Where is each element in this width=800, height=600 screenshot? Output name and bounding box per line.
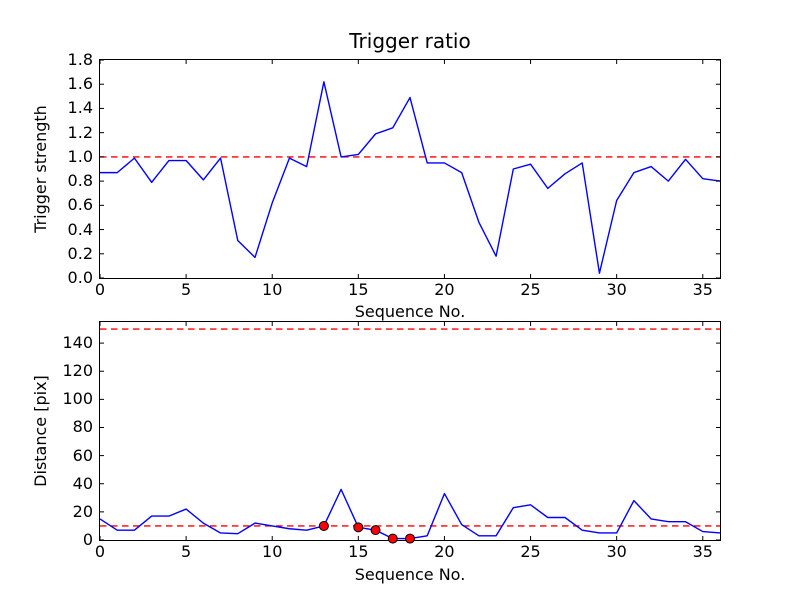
trigger-event-marker xyxy=(353,522,364,533)
x-tick-label: 20 xyxy=(434,280,455,299)
y-tick-label: 0.8 xyxy=(67,171,93,191)
y-tick-label: 0.0 xyxy=(67,268,93,287)
y-tick-label: 1.2 xyxy=(67,122,93,142)
y-tick-label: 80 xyxy=(72,417,93,437)
x-axis-label-top: Sequence No. xyxy=(354,302,466,321)
y-tick-label: 0.6 xyxy=(67,195,93,215)
y-tick-label: 1.8 xyxy=(67,50,93,69)
y-tick-label: 100 xyxy=(62,389,93,409)
x-tick-label: 5 xyxy=(181,542,192,561)
trigger-ratio-plot-area xyxy=(99,59,721,279)
trigger-event-marker xyxy=(318,520,329,531)
x-tick-label: 35 xyxy=(692,280,713,299)
x-tick-label: 25 xyxy=(520,542,541,561)
x-tick-label: 10 xyxy=(262,280,283,299)
trigger-event-marker xyxy=(370,525,381,536)
y-tick-label: 1.0 xyxy=(67,146,93,166)
x-tick-label: 30 xyxy=(606,542,627,561)
x-tick-label: 15 xyxy=(348,280,369,299)
y-tick-label: 140 xyxy=(62,333,93,353)
y-tick-label: 60 xyxy=(72,445,93,465)
y-tick-label: 20 xyxy=(72,501,93,521)
y-tick-label: 120 xyxy=(62,361,93,381)
x-tick-label: 35 xyxy=(692,542,713,561)
x-tick-label: 15 xyxy=(348,542,369,561)
y-tick-label: 1.6 xyxy=(67,74,93,94)
x-tick-label: 30 xyxy=(606,280,627,299)
trigger-strength-line xyxy=(100,81,721,274)
y-tick-label: 40 xyxy=(72,473,93,493)
x-tick-label: 10 xyxy=(262,542,283,561)
distance-plot-area xyxy=(99,321,721,544)
x-tick-label: 20 xyxy=(434,542,455,561)
y-tick-label: 0.2 xyxy=(67,243,93,263)
distance-plot xyxy=(99,322,721,544)
x-tick-label: 5 xyxy=(181,280,192,299)
y-tick-label: 0.4 xyxy=(67,219,93,239)
trigger-event-marker xyxy=(405,533,415,544)
x-tick-label: 0 xyxy=(94,542,106,561)
trigger-event-marker xyxy=(387,533,398,544)
distance-line xyxy=(99,488,721,540)
y-tick-label: 1.4 xyxy=(67,98,93,118)
x-tick-label: 25 xyxy=(520,280,541,299)
y-tick-label: 0 xyxy=(82,530,93,549)
chart-title: Trigger ratio xyxy=(349,29,471,53)
trigger-ratio-plot xyxy=(99,59,721,279)
x-axis-label-bottom: Sequence No. xyxy=(354,565,466,584)
x-tick-label: 0 xyxy=(94,280,106,299)
